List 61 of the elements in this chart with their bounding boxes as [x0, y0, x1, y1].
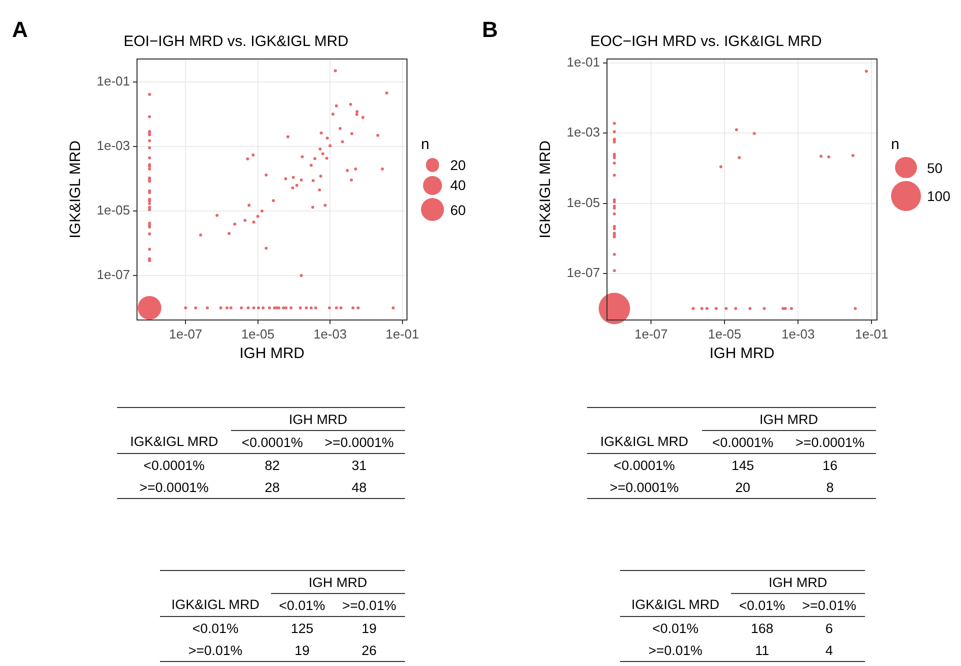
y-tick-label: 1e-05 [96, 202, 130, 218]
data-label: 28 [264, 478, 281, 496]
data-label: 19 [294, 642, 311, 660]
legend-label: 100 [927, 188, 950, 204]
data-label: 26 [360, 642, 378, 660]
x-tick-label: 1e-01 [386, 326, 419, 342]
x-tick-label: 1e-03 [313, 326, 347, 342]
legend-label: 40 [450, 177, 466, 194]
x-axis-title: IGH MRD [240, 345, 305, 362]
y-tick-label: 1e-03 [566, 124, 600, 140]
x-tick-label: >=0.01% [801, 596, 858, 614]
x-tick-label: >=0.0001% [794, 434, 866, 452]
y-axis-title: IGK&IGL MRD [129, 433, 220, 452]
x-tick-label: <0.0001% [711, 434, 774, 452]
legend-title: n [421, 136, 430, 153]
data-label: 11 [754, 642, 770, 660]
data-label: 6 [824, 620, 834, 638]
x-axis-title: IGH MRD [231, 408, 405, 430]
x-axis-title: IGH MRD [730, 570, 865, 594]
legend-title: n [891, 136, 900, 153]
x-tick-label: 1e-01 [855, 326, 888, 342]
x-tick-label: <0.01% [738, 596, 786, 614]
x-tick-label: <0.0001% [240, 434, 304, 452]
y-tick-label: 1e-05 [566, 194, 600, 210]
text: B [482, 17, 498, 42]
chart-title: EOI−IGH MRD vs. IGK&IGL MRD [124, 33, 349, 50]
data-label: 125 [290, 620, 314, 638]
x-tick-label: 1e-05 [708, 326, 742, 342]
y-axis-title: IGK&IGL MRD [67, 140, 84, 238]
y-tick-label: 1e-07 [96, 267, 130, 282]
legend-label: 20 [450, 157, 466, 173]
y-axis-title: IGK&IGL MRD [599, 433, 690, 452]
data-label: 31 [350, 456, 368, 474]
data-label: 4 [824, 642, 834, 660]
data-label: 48 [350, 478, 368, 496]
data-label: 82 [264, 456, 281, 474]
text: A [12, 17, 28, 42]
x-tick-label: >=0.0001% [324, 434, 395, 452]
legend-label: 60 [450, 202, 466, 218]
legend-label: 50 [927, 160, 943, 176]
y-tick-label: 1e-01 [566, 54, 600, 70]
x-axis-title: IGH MRD [270, 570, 405, 594]
data-label: 8 [825, 478, 835, 496]
x-tick-label: <0.01% [278, 596, 326, 614]
x-axis-title: IGH MRD [710, 345, 775, 362]
chart-title: EOC−IGH MRD vs. IGK&IGL MRD [590, 33, 822, 50]
x-tick-label: 1e-03 [782, 326, 815, 342]
data-label: 19 [360, 620, 378, 638]
data-label: 145 [730, 456, 756, 474]
x-axis-title: IGH MRD [702, 408, 876, 430]
y-tick-label: 1e-01 [96, 73, 130, 88]
x-tick-label: 1e-05 [241, 326, 274, 342]
data-label: 168 [750, 620, 774, 638]
y-tick-label: 1e-03 [96, 138, 130, 153]
data-label: 16 [822, 456, 839, 474]
x-tick-label: >=0.01% [341, 596, 398, 614]
y-axis-title: IGK&IGL MRD [537, 140, 554, 238]
y-axis-title: IGK&IGL MRD [630, 596, 720, 614]
y-axis-title: IGK&IGL MRD [170, 596, 260, 614]
y-tick-label: 1e-07 [566, 265, 600, 280]
data-label: 20 [734, 478, 752, 496]
